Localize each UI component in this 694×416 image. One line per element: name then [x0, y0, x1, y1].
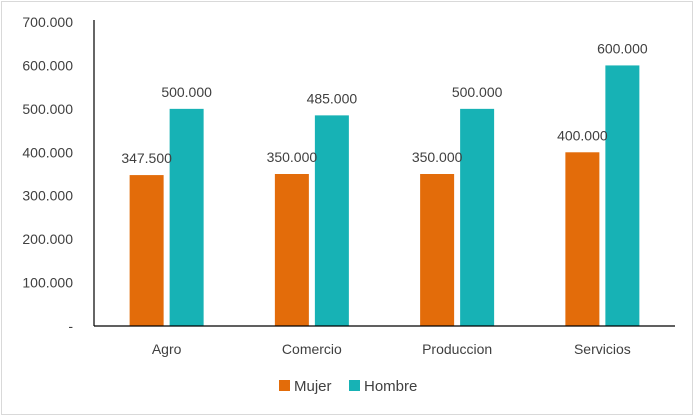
bar-mujer-produccion	[420, 174, 455, 326]
y-tick-label: 100.000	[22, 275, 73, 291]
legend-swatch-mujer	[279, 380, 290, 391]
bar-mujer-comercio	[274, 174, 309, 326]
data-label: 347.500	[121, 150, 172, 166]
data-label: 500.000	[452, 84, 503, 100]
legend-swatch-hombre	[349, 380, 360, 391]
x-tick-label: Comercio	[282, 341, 342, 357]
y-tick-label: -	[68, 318, 73, 334]
bar-mujer-servicios	[565, 152, 600, 326]
bars	[129, 65, 640, 326]
data-label: 485.000	[307, 90, 358, 106]
y-tick-label: 300.000	[22, 188, 73, 204]
y-axis: - 100.000 200.000 300.000 400.000 500.000 600.…	[22, 14, 95, 334]
data-label: 350.000	[412, 149, 463, 165]
x-tick-label: Agro	[152, 341, 182, 357]
x-axis: Agro Comercio Produccion Servicios	[94, 325, 675, 357]
data-label: 400.000	[557, 127, 608, 143]
legend-label-mujer: Mujer	[294, 378, 332, 395]
x-tick-label: Servicios	[574, 341, 631, 357]
data-labels: 347.500 500.000 350.000 485.000 350.000 500.0…	[121, 40, 648, 166]
y-tick-label: 500.000	[22, 101, 73, 117]
bar-mujer-agro	[129, 175, 164, 326]
y-tick-label: 700.000	[22, 14, 73, 30]
x-tick-label: Produccion	[422, 341, 492, 357]
data-label: 500.000	[161, 84, 212, 100]
bar-hombre-agro	[169, 108, 204, 326]
data-label: 600.000	[597, 40, 648, 56]
legend: Mujer Hombre	[279, 378, 417, 395]
bar-hombre-produccion	[460, 108, 495, 326]
bar-hombre-servicios	[605, 65, 640, 326]
bar-hombre-comercio	[314, 115, 349, 326]
y-tick-label: 200.000	[22, 231, 73, 247]
y-tick-label: 600.000	[22, 57, 73, 73]
y-tick-label: 400.000	[22, 144, 73, 160]
data-label: 350.000	[267, 149, 318, 165]
legend-label-hombre: Hombre	[364, 378, 417, 395]
